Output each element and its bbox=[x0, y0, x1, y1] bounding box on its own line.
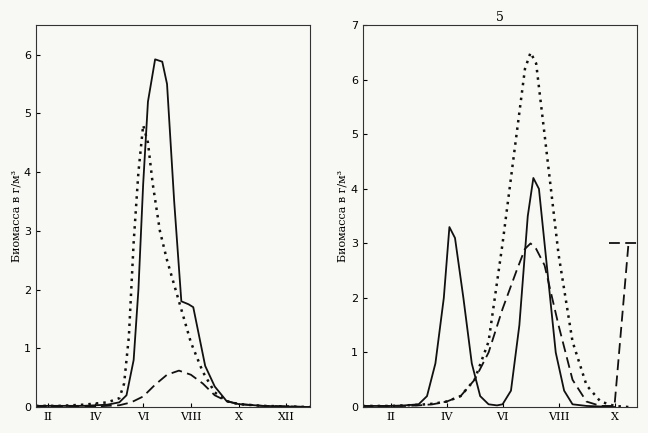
Y-axis label: Биомасса в г/м³: Биомасса в г/м³ bbox=[11, 170, 21, 262]
Y-axis label: Биомасса в г/м³: Биомасса в г/м³ bbox=[338, 170, 348, 262]
Title: 5: 5 bbox=[496, 11, 503, 24]
